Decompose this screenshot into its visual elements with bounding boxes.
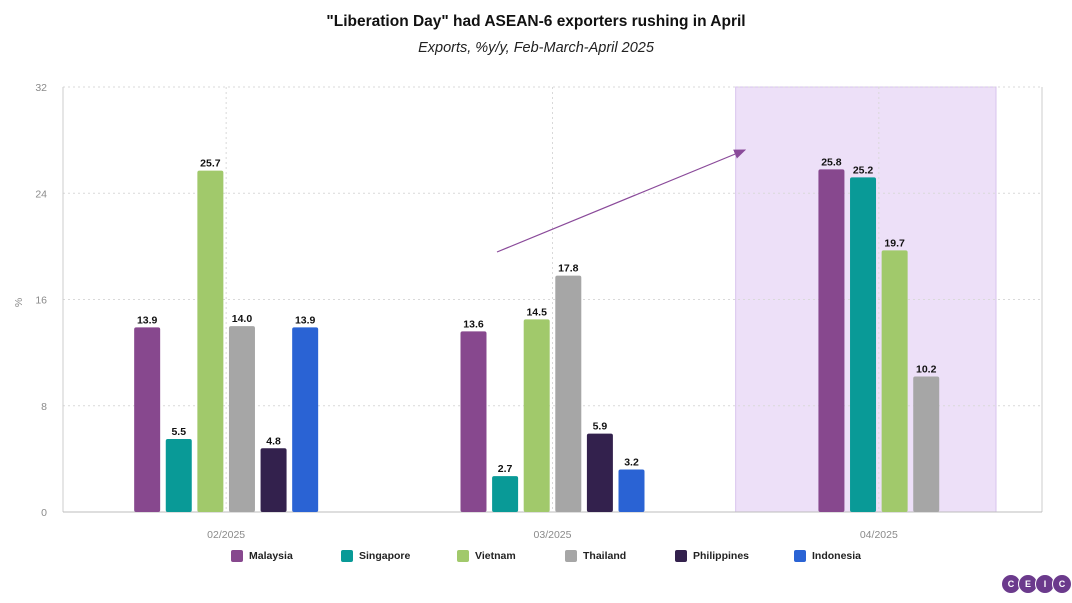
data-label: 14.5	[526, 306, 547, 318]
data-label: 17.8	[558, 263, 579, 275]
legend-swatch	[565, 550, 577, 562]
data-label: 5.5	[171, 426, 186, 438]
legend-swatch	[231, 550, 243, 562]
x-tick-label: 04/2025	[860, 529, 898, 541]
bar-malaysia	[134, 327, 161, 512]
data-label: 13.6	[463, 318, 484, 330]
y-tick-label: 16	[35, 295, 47, 307]
bar-thailand	[913, 376, 940, 512]
data-label: 25.8	[821, 156, 842, 168]
legend-item-thailand[interactable]: Thailand	[565, 550, 626, 562]
bar-vietnam	[881, 250, 908, 512]
data-label: 13.9	[137, 314, 158, 326]
y-axis-label: %	[13, 298, 25, 307]
logo-letter: C	[1001, 574, 1021, 594]
bar-malaysia	[460, 331, 487, 512]
y-tick-label: 24	[35, 188, 47, 200]
bar-singapore	[165, 438, 192, 512]
legend-label: Indonesia	[812, 550, 862, 562]
bar-philippines	[586, 433, 613, 512]
logo-letter: E	[1018, 574, 1038, 594]
bar-thailand	[555, 275, 582, 512]
data-label: 5.9	[593, 421, 608, 433]
legend-label: Thailand	[583, 550, 627, 562]
legend-item-singapore[interactable]: Singapore	[341, 550, 410, 562]
bar-singapore	[492, 476, 519, 512]
legend-label: Singapore	[359, 550, 411, 562]
data-label: 2.7	[498, 463, 513, 475]
legend-swatch	[457, 550, 469, 562]
data-label: 10.2	[916, 364, 937, 376]
y-tick-label: 8	[41, 401, 47, 413]
chart-title: "Liberation Day" had ASEAN-6 exporters r…	[326, 13, 746, 30]
bar-vietnam	[197, 170, 224, 512]
legend-swatch	[341, 550, 353, 562]
legend-item-malaysia[interactable]: Malaysia	[231, 550, 293, 562]
bar-malaysia	[818, 169, 845, 512]
x-tick-label: 02/2025	[207, 529, 245, 541]
data-label: 4.8	[266, 435, 281, 447]
bar-philippines	[260, 448, 287, 512]
legend-label: Malaysia	[249, 550, 293, 562]
legend-item-indonesia[interactable]: Indonesia	[794, 550, 861, 562]
data-label: 25.2	[853, 164, 874, 176]
data-label: 13.9	[295, 314, 316, 326]
bar-thailand	[228, 326, 255, 512]
chart-subtitle: Exports, %y/y, Feb-March-April 2025	[418, 40, 654, 56]
y-tick-label: 32	[35, 82, 47, 94]
annotation-arrow	[496, 149, 747, 253]
data-label: 25.7	[200, 158, 221, 170]
legend-item-vietnam[interactable]: Vietnam	[457, 550, 516, 562]
legend-label: Philippines	[693, 550, 750, 562]
bar-indonesia	[292, 327, 319, 512]
bar-indonesia	[618, 469, 645, 512]
x-tick-label: 03/2025	[534, 529, 572, 541]
legend-swatch	[794, 550, 806, 562]
bar-singapore	[850, 177, 877, 512]
data-label: 19.7	[884, 237, 905, 249]
chart-legend: Malaysia Singapore Vietnam Thailand Philippi…	[0, 550, 1072, 568]
legend-item-philippines[interactable]: Philippines	[675, 550, 749, 562]
legend-label: Vietnam	[475, 550, 516, 562]
logo-letter: C	[1052, 574, 1072, 594]
y-tick-label: 0	[41, 507, 47, 519]
legend-swatch	[675, 550, 687, 562]
bar-vietnam	[523, 319, 550, 512]
data-label: 3.2	[624, 457, 639, 469]
data-label: 14.0	[232, 313, 253, 325]
